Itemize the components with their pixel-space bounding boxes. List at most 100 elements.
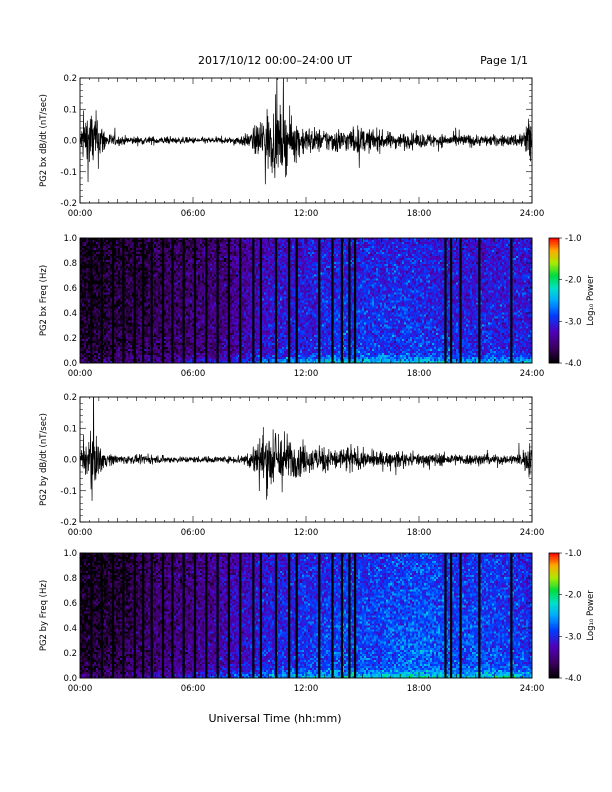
spectrogram-cell (196, 252, 198, 254)
spectrogram-cell (118, 286, 120, 288)
spectrogram-cell (148, 315, 150, 317)
spectrogram-cell (156, 274, 158, 276)
spectrogram-cell (106, 321, 108, 323)
spectrogram-cell (212, 325, 214, 327)
spectrogram-cell (158, 294, 160, 296)
spectrogram-cell (128, 248, 130, 250)
spectrogram-cell (82, 353, 84, 355)
spectrogram-cell (148, 335, 150, 337)
spectrogram-cell (202, 250, 204, 252)
spectrogram-cell (166, 357, 168, 359)
spectrogram-cell (176, 341, 178, 343)
spectrogram-cell (106, 329, 108, 331)
spectrogram-cell (164, 309, 166, 311)
spectrogram-cell (88, 298, 90, 300)
spectrogram-cell (186, 321, 188, 323)
spectrogram-cell (158, 305, 160, 307)
spectrogram-cell (106, 303, 108, 305)
spectrogram-cell (88, 288, 90, 290)
spectrogram-cell (230, 355, 232, 357)
spectrogram-cell (146, 301, 148, 303)
spectrogram-cell (118, 351, 120, 353)
spectrogram-cell (140, 351, 142, 353)
spectrogram-cell (230, 315, 232, 317)
spectrogram-cell (98, 301, 100, 303)
spectrogram-cell (138, 319, 140, 321)
spectrogram-cell (196, 339, 198, 341)
spectrogram-cell (140, 301, 142, 303)
spectrogram-cell (200, 331, 202, 333)
spectrogram-cell (118, 274, 120, 276)
spectrogram-cell (144, 278, 146, 280)
spectrogram-cell (94, 276, 96, 278)
spectrogram-cell (168, 274, 170, 276)
spectrogram-cell (180, 272, 182, 274)
spectrogram-cell (140, 337, 142, 339)
spectrogram-cell (130, 307, 132, 309)
spectrogram-cell (158, 341, 160, 343)
spectrogram-cell (118, 347, 120, 349)
spectrogram-cell (220, 278, 222, 280)
spectrogram-cell (168, 355, 170, 357)
spectrogram-cell (140, 280, 142, 282)
spectrogram-cell (212, 337, 214, 339)
spectrogram-cell (224, 357, 226, 359)
spectrogram-cell (88, 357, 90, 359)
spectrogram-cell (120, 339, 122, 341)
spectrogram-cell (96, 256, 98, 258)
spectrogram-cell (106, 260, 108, 262)
spectrogram-cell (176, 258, 178, 260)
spectrogram-cell (168, 242, 170, 244)
spectrogram-cell (178, 359, 180, 361)
spectrogram-cell (118, 298, 120, 300)
spectrogram-cell (176, 294, 178, 296)
spectrogram-cell (86, 307, 88, 309)
spectrogram-cell (180, 359, 182, 361)
spectrogram-cell (120, 357, 122, 359)
spectrogram-cell (156, 250, 158, 252)
spectrogram-cell (120, 331, 122, 333)
spectrogram-cell (176, 323, 178, 325)
spectrogram-cell (198, 347, 200, 349)
spectrogram-cell (200, 278, 202, 280)
spectrogram-cell (86, 319, 88, 321)
spectrogram-cell (158, 264, 160, 266)
spectrogram-cell (148, 278, 150, 280)
spectrogram-cell (84, 321, 86, 323)
spectrogram-cell (98, 353, 100, 355)
spectrogram-cell (118, 349, 120, 351)
spectrogram-cell (104, 266, 106, 268)
spectrogram-cell (110, 266, 112, 268)
spectrogram-cell (118, 284, 120, 286)
spectrogram-cell (114, 270, 116, 272)
spectrogram-cell (128, 280, 130, 282)
spectrogram-cell (166, 250, 168, 252)
spectrogram-cell (126, 349, 128, 351)
spectrogram-cell (98, 323, 100, 325)
spectrogram-cell (106, 339, 108, 341)
x-tick-label: 12:00 (294, 209, 319, 219)
spectrogram-cell (174, 242, 176, 244)
spectrogram-cell (136, 252, 138, 254)
spectrogram-cell (176, 327, 178, 329)
spectrogram-cell (188, 268, 190, 270)
spectrogram-cell (98, 284, 100, 286)
spectrogram-cell (98, 327, 100, 329)
spectrogram-cell (118, 270, 120, 272)
spectrogram-cell (86, 290, 88, 292)
spectrogram-cell (164, 262, 166, 264)
spectrogram-cell (84, 323, 86, 325)
spectrogram-cell (174, 341, 176, 343)
spectrogram-cell (174, 301, 176, 303)
spectrogram-cell (196, 303, 198, 305)
spectrogram-cell (104, 349, 106, 351)
spectrogram-cell (164, 258, 166, 260)
spectrogram-cell (166, 355, 168, 357)
spectrogram-cell (190, 349, 192, 351)
spectrogram-cell (234, 288, 236, 290)
spectrogram-cell (118, 272, 120, 274)
spectrogram-cell (94, 311, 96, 313)
spectrogram-cell (212, 254, 214, 256)
spectrogram-cell (202, 357, 204, 359)
spectrogram-cell (174, 250, 176, 252)
